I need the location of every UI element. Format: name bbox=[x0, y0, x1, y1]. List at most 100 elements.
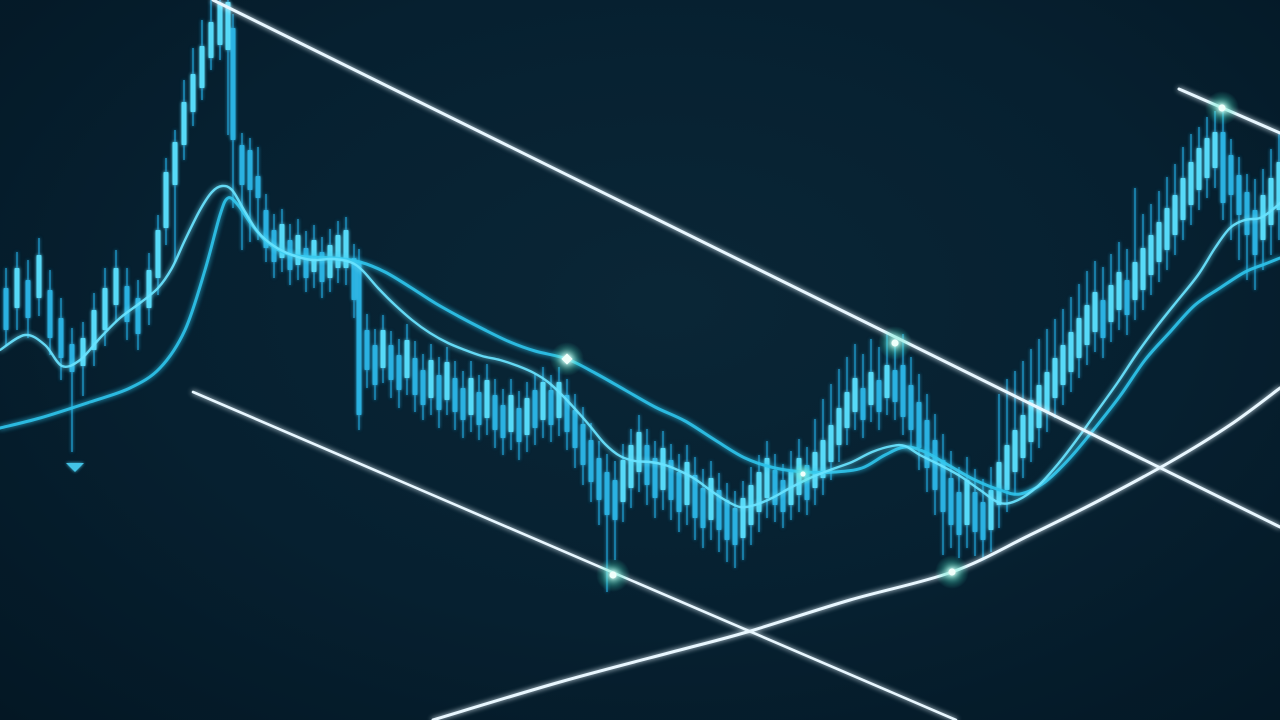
candle-body-up bbox=[524, 398, 530, 435]
candle-body-down bbox=[596, 458, 602, 500]
candle-body-down bbox=[1220, 132, 1226, 203]
candle-body-up bbox=[820, 440, 826, 478]
candle-body-up bbox=[1060, 345, 1066, 385]
candle-body-down bbox=[612, 480, 618, 520]
candle-body-down bbox=[356, 262, 362, 415]
candle-body-down bbox=[948, 478, 954, 525]
candle-body-down bbox=[1236, 175, 1242, 215]
candle-body-up bbox=[1020, 415, 1026, 458]
candle-body-up bbox=[335, 235, 341, 268]
candle-body-up bbox=[444, 362, 450, 400]
candle-body-down bbox=[908, 385, 914, 430]
candle-body-down bbox=[1244, 192, 1250, 235]
candle-body-down bbox=[500, 405, 506, 438]
candle-body-up bbox=[295, 235, 301, 265]
candle-body-down bbox=[900, 365, 906, 417]
candle-body-up bbox=[620, 460, 626, 502]
candle-body-down bbox=[230, 28, 236, 140]
candle-body-down bbox=[351, 258, 357, 300]
candle-body-down bbox=[47, 290, 53, 338]
candle-body-down bbox=[916, 402, 922, 448]
candle-body-down bbox=[1100, 300, 1106, 338]
candle-body-up bbox=[708, 478, 714, 520]
candle-body-down bbox=[924, 420, 930, 468]
candle-body-up bbox=[884, 365, 890, 398]
upper-channel-line bbox=[211, 0, 1280, 529]
ma-fast-line bbox=[0, 184, 1280, 509]
candles-layer bbox=[3, 0, 1280, 592]
candle-body-down bbox=[532, 390, 538, 428]
candle-body-up bbox=[508, 395, 514, 432]
candle-body-down bbox=[1228, 155, 1234, 195]
candle-body-down bbox=[692, 475, 698, 518]
candle-body-up bbox=[1084, 305, 1090, 345]
candle-body-up bbox=[14, 268, 20, 308]
candle-body-down bbox=[303, 248, 309, 278]
candle-body-up bbox=[1012, 430, 1018, 472]
candle-body-down bbox=[604, 472, 610, 515]
candle-body-down bbox=[668, 460, 674, 500]
signal-diamond-marker bbox=[561, 353, 573, 365]
trendlines-layer bbox=[191, 0, 1280, 720]
candle-body-up bbox=[1212, 132, 1218, 168]
candle-body-up bbox=[404, 340, 410, 378]
candle-body-up bbox=[1044, 372, 1050, 412]
candle-body-up bbox=[484, 380, 490, 418]
candle-body-down bbox=[396, 355, 402, 390]
candle-body-up bbox=[1132, 262, 1138, 300]
candle-body-up bbox=[836, 408, 842, 445]
candle-body-up bbox=[217, 3, 223, 45]
candle-body-down bbox=[876, 380, 882, 412]
candle-body-up bbox=[468, 378, 474, 415]
candle-body-down bbox=[700, 488, 706, 528]
candle-body-up bbox=[102, 288, 108, 330]
candle-body-up bbox=[91, 310, 97, 350]
candle-body-down bbox=[932, 440, 938, 490]
candle-body-down bbox=[1124, 280, 1130, 315]
candle-body-up bbox=[628, 445, 634, 488]
candle-body-up bbox=[556, 382, 562, 418]
candle-body-up bbox=[1268, 178, 1274, 225]
candle-body-up bbox=[964, 480, 970, 525]
candle-body-down bbox=[476, 392, 482, 425]
candle-body-up bbox=[764, 458, 770, 498]
candle-body-up bbox=[1180, 178, 1186, 220]
candle-body-down bbox=[255, 176, 261, 198]
candle-body-up bbox=[844, 392, 850, 428]
candle-body-up bbox=[1068, 332, 1074, 372]
candle-body-up bbox=[172, 142, 178, 185]
candle-body-up bbox=[380, 330, 386, 368]
candle-body-up bbox=[868, 372, 874, 405]
candle-body-down bbox=[548, 390, 554, 425]
support-curve bbox=[431, 386, 1280, 720]
candle-body-up bbox=[190, 74, 196, 112]
candle-body-up bbox=[828, 425, 834, 462]
candle-body-up bbox=[1028, 400, 1034, 442]
candle-body-down bbox=[420, 370, 426, 405]
candle-body-up bbox=[1188, 162, 1194, 205]
candle-body-up bbox=[1092, 292, 1098, 332]
candle-body-down bbox=[436, 375, 442, 410]
down-arrow-marker bbox=[66, 463, 84, 472]
candle-body-down bbox=[956, 492, 962, 535]
candle-body-up bbox=[636, 432, 642, 472]
candle-body-up bbox=[146, 270, 152, 308]
candle-body-up bbox=[1164, 208, 1170, 250]
candle-body-up bbox=[1156, 222, 1162, 262]
candle-body-down bbox=[239, 145, 245, 185]
candle-body-down bbox=[1252, 210, 1258, 255]
candle-body-up bbox=[812, 452, 818, 488]
candle-body-down bbox=[564, 395, 570, 432]
candle-body-down bbox=[572, 410, 578, 448]
ma-slow-line bbox=[0, 196, 1280, 496]
candle-body-up bbox=[540, 382, 546, 420]
moving-averages-layer bbox=[0, 184, 1280, 509]
candle-body-up bbox=[1204, 138, 1210, 178]
signal-dot-marker bbox=[609, 571, 617, 579]
candle-body-up bbox=[852, 378, 858, 412]
candle-body-down bbox=[716, 490, 722, 530]
candle-body-up bbox=[660, 448, 666, 490]
candle-body-up bbox=[996, 462, 1002, 505]
candle-body-down bbox=[412, 358, 418, 395]
candle-body-down bbox=[516, 408, 522, 442]
